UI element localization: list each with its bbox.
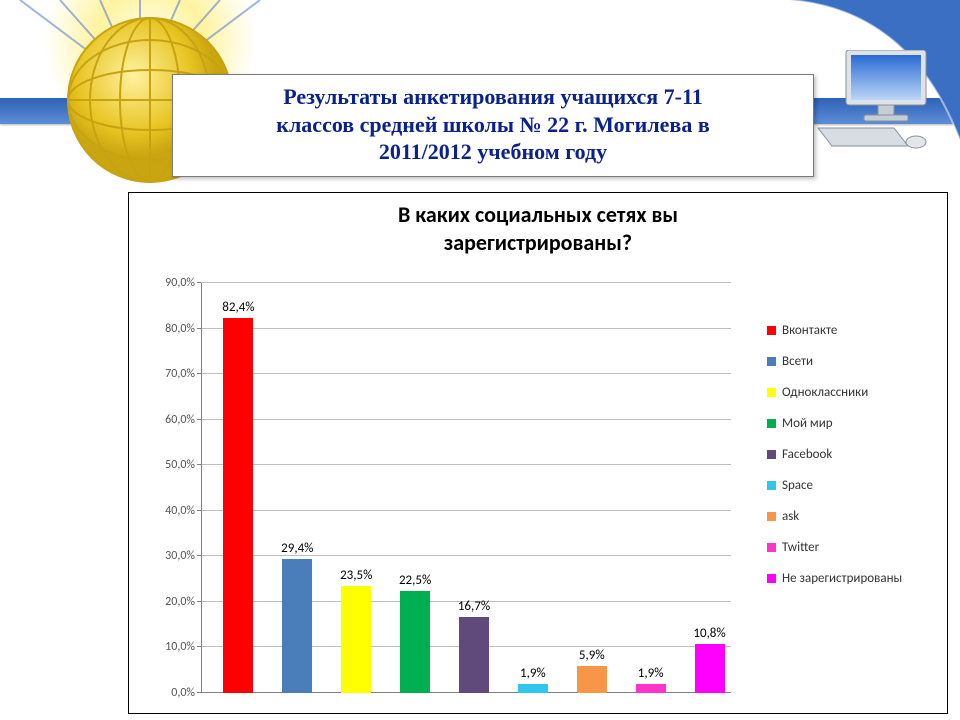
legend-item: Мой мир — [767, 416, 902, 431]
bar-fill — [459, 617, 489, 693]
page-title-line1: Результаты анкетирования учащихся 7-11 — [183, 83, 803, 111]
bar-value-label: 5,9% — [579, 648, 605, 666]
bar-value-label: 1,9% — [638, 666, 664, 684]
bar-fill — [341, 586, 371, 693]
plot-area: 0,0%10,0%20,0%30,0%40,0%50,0%60,0%70,0%8… — [201, 283, 731, 693]
chart-title-line2: зарегистрированы? — [444, 229, 632, 256]
y-tick-label: 40,0% — [165, 504, 201, 518]
gridline — [201, 510, 731, 511]
legend-swatch — [767, 326, 776, 335]
bar: 1,9% — [636, 684, 666, 693]
bar: 22,5% — [400, 591, 430, 694]
bar-fill — [577, 666, 607, 693]
bar: 82,4% — [223, 318, 253, 693]
gridline — [201, 464, 731, 465]
y-tick-label: 0,0% — [171, 686, 201, 700]
page-title-box: Результаты анкетирования учащихся 7-11 к… — [172, 74, 814, 177]
bar-value-label: 23,5% — [340, 568, 372, 586]
gridline — [201, 328, 731, 329]
bar: 5,9% — [577, 666, 607, 693]
legend-item: Не зарегистрированы — [767, 571, 902, 586]
bar: 23,5% — [341, 586, 371, 693]
y-tick-label: 20,0% — [165, 595, 201, 609]
bar: 1,9% — [518, 684, 548, 693]
legend-item: ask — [767, 509, 902, 524]
legend-label: Facebook — [782, 447, 832, 462]
bar: 16,7% — [459, 617, 489, 693]
legend-item: Одноклассники — [767, 385, 902, 400]
y-tick-label: 10,0% — [165, 640, 201, 654]
gridline — [201, 419, 731, 420]
y-tick-label: 60,0% — [165, 413, 201, 427]
gridline — [201, 373, 731, 374]
legend-swatch — [767, 388, 776, 397]
legend-swatch — [767, 574, 776, 583]
bar-value-label: 16,7% — [458, 599, 490, 617]
y-tick-label: 70,0% — [165, 367, 201, 381]
bar-fill — [223, 318, 253, 693]
legend-item: Space — [767, 478, 902, 493]
y-tick-label: 90,0% — [165, 276, 201, 290]
legend-swatch — [767, 543, 776, 552]
legend-item: Всети — [767, 354, 902, 369]
gridline — [201, 282, 731, 283]
legend-label: ask — [782, 509, 799, 524]
chart-container: В каких социальных сетях вы зарегистриро… — [128, 192, 948, 714]
y-tick-label: 50,0% — [165, 458, 201, 472]
y-tick-label: 30,0% — [165, 549, 201, 563]
legend-swatch — [767, 512, 776, 521]
bar-value-label: 82,4% — [222, 300, 254, 318]
legend-label: Всети — [782, 354, 813, 369]
bar-value-label: 10,8% — [693, 626, 725, 644]
bar-value-label: 22,5% — [399, 573, 431, 591]
bar-value-label: 1,9% — [520, 666, 546, 684]
bar-fill — [695, 644, 725, 693]
legend-label: Одноклассники — [782, 385, 868, 400]
legend-swatch — [767, 450, 776, 459]
page-title-line3: 2011/2012 учебном году — [183, 138, 803, 166]
bar: 10,8% — [695, 644, 725, 693]
legend-swatch — [767, 419, 776, 428]
computer-icon — [816, 50, 936, 150]
legend: Вконтакте Всети Одноклассники Мой мир Facebo… — [767, 323, 902, 602]
legend-item: Twitter — [767, 540, 902, 555]
page-title-line2: классов средней школы № 22 г. Могилева в — [183, 111, 803, 139]
bar-fill — [518, 684, 548, 693]
bar-fill — [636, 684, 666, 693]
y-axis — [201, 283, 202, 693]
legend-item: Facebook — [767, 447, 902, 462]
bar-value-label: 29,4% — [281, 541, 313, 559]
y-tick-label: 80,0% — [165, 322, 201, 336]
bar: 29,4% — [282, 559, 312, 693]
bar-fill — [400, 591, 430, 694]
chart-title: В каких социальных сетях вы зарегистриро… — [129, 193, 947, 256]
legend-swatch — [767, 357, 776, 366]
legend-swatch — [767, 481, 776, 490]
legend-label: Вконтакте — [782, 323, 837, 338]
bar-fill — [282, 559, 312, 693]
chart-title-line1: В каких социальных сетях вы — [398, 201, 678, 228]
legend-label: Не зарегистрированы — [782, 571, 902, 586]
legend-label: Twitter — [782, 540, 819, 555]
legend-label: Мой мир — [782, 416, 833, 431]
legend-item: Вконтакте — [767, 323, 902, 338]
legend-label: Space — [782, 478, 813, 493]
